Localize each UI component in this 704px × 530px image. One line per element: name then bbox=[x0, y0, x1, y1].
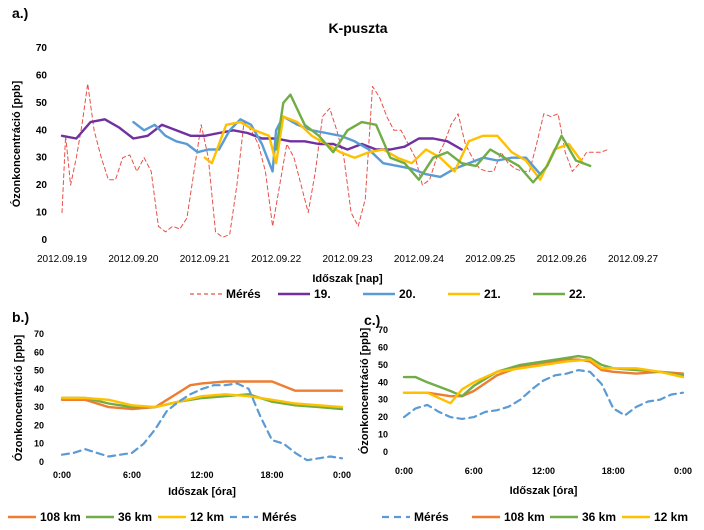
x-tick-label: 2012.09.23 bbox=[322, 254, 372, 265]
y-tick-label: 70 bbox=[378, 325, 388, 335]
y-axis-label: Ózonkoncentráció [ppb] bbox=[12, 334, 25, 461]
x-tick-label: 2012.09.26 bbox=[537, 254, 587, 265]
x-tick-label: 2012.09.25 bbox=[465, 254, 515, 265]
legend-label: 20. bbox=[399, 287, 416, 301]
x-tick-label: 6:00 bbox=[465, 466, 483, 476]
y-tick-label: 60 bbox=[36, 70, 48, 81]
legend-label: Mérés bbox=[262, 510, 297, 524]
y-axis-label: Ózonkoncentráció [ppb] bbox=[358, 327, 371, 454]
panel-label: a.) bbox=[12, 5, 28, 21]
y-tick-label: 0 bbox=[383, 447, 388, 457]
legend-label: 22. bbox=[569, 287, 586, 301]
x-tick-label: 2012.09.24 bbox=[394, 254, 444, 265]
y-tick-label: 70 bbox=[36, 43, 48, 54]
y-axis-label: Ózonkoncentráció [ppb] bbox=[10, 80, 23, 207]
y-tick-label: 50 bbox=[36, 98, 48, 109]
x-tick-label: 0:00 bbox=[395, 466, 413, 476]
y-tick-label: 10 bbox=[378, 430, 388, 440]
x-tick-label: 2012.09.21 bbox=[180, 254, 230, 265]
legend-label: 36 km bbox=[118, 510, 152, 524]
y-tick-label: 40 bbox=[34, 384, 44, 394]
y-tick-label: 10 bbox=[36, 208, 48, 219]
x-tick-label: 12:00 bbox=[190, 470, 213, 480]
x-tick-label: 2012.09.20 bbox=[108, 254, 158, 265]
y-tick-label: 60 bbox=[378, 342, 388, 352]
y-tick-label: 40 bbox=[36, 125, 48, 136]
y-tick-label: 40 bbox=[378, 377, 388, 387]
x-tick-label: 0:00 bbox=[674, 466, 692, 476]
x-tick-label: 6:00 bbox=[123, 470, 141, 480]
x-tick-label: 18:00 bbox=[260, 470, 283, 480]
x-tick-label: 2012.09.27 bbox=[608, 254, 658, 265]
x-axis-label: Időszak [óra] bbox=[168, 486, 236, 498]
y-tick-label: 20 bbox=[34, 420, 44, 430]
x-tick-label: 2012.09.22 bbox=[251, 254, 301, 265]
legend-label: 21. bbox=[484, 287, 501, 301]
series-line-m-r-s bbox=[62, 383, 342, 460]
legend-label: 12 km bbox=[654, 510, 688, 524]
y-tick-label: 70 bbox=[34, 329, 44, 339]
legend-label: 108 km bbox=[504, 510, 545, 524]
y-tick-label: 30 bbox=[34, 402, 44, 412]
y-tick-label: 20 bbox=[378, 412, 388, 422]
y-tick-label: 60 bbox=[34, 347, 44, 357]
y-tick-label: 10 bbox=[34, 439, 44, 449]
legend-label: 36 km bbox=[582, 510, 616, 524]
y-tick-label: 30 bbox=[36, 153, 48, 164]
y-tick-label: 0 bbox=[39, 457, 44, 467]
x-axis-label: Időszak [óra] bbox=[510, 485, 578, 497]
legend-label: 12 km bbox=[190, 510, 224, 524]
legend-label: Mérés bbox=[226, 287, 261, 301]
y-tick-label: 30 bbox=[378, 395, 388, 405]
legend-label: 19. bbox=[314, 287, 331, 301]
x-tick-label: 18:00 bbox=[602, 466, 625, 476]
y-tick-label: 0 bbox=[41, 235, 47, 246]
legend-label: 108 km bbox=[40, 510, 81, 524]
panel-label: b.) bbox=[12, 309, 29, 325]
chart-title: K-puszta bbox=[328, 20, 387, 36]
x-tick-label: 0:00 bbox=[53, 470, 71, 480]
y-tick-label: 20 bbox=[36, 180, 48, 191]
series-line-36-km bbox=[404, 356, 683, 396]
x-tick-label: 2012.09.19 bbox=[37, 254, 87, 265]
y-tick-label: 50 bbox=[378, 360, 388, 370]
x-tick-label: 0:00 bbox=[333, 470, 351, 480]
x-tick-label: 12:00 bbox=[532, 466, 555, 476]
x-axis-label: Időszak [nap] bbox=[312, 273, 383, 285]
y-tick-label: 50 bbox=[34, 366, 44, 376]
legend-label: Mérés bbox=[414, 510, 449, 524]
